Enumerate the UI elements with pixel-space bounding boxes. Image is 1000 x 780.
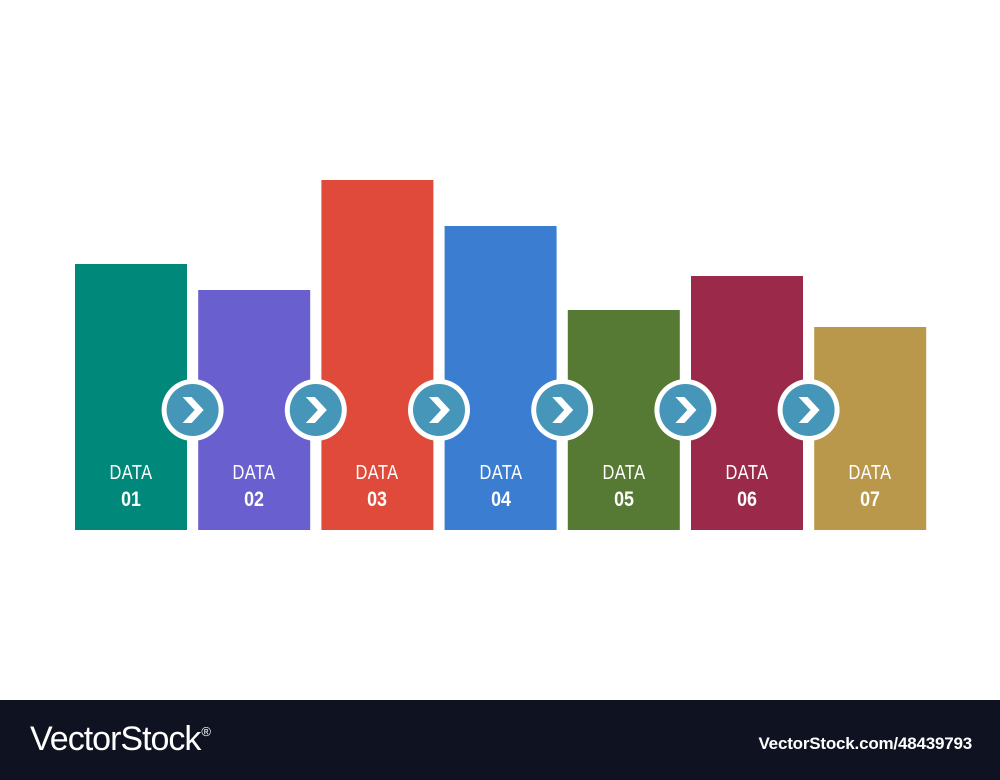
bar-label-01: DATA 01 [75, 463, 187, 510]
chevron-right-icon [161, 379, 224, 441]
bar-label-word: DATA [479, 462, 523, 484]
bar-label-number: 05 [613, 488, 634, 511]
bar-label-word: DATA [725, 462, 769, 484]
bar-label-number: 02 [244, 488, 265, 511]
bar-label-word: DATA [848, 462, 892, 484]
bar-label-07: DATA 07 [814, 463, 926, 510]
chevron-right-icon [531, 379, 594, 441]
bar-label-word: DATA [602, 462, 646, 484]
bar-label-number: 03 [367, 488, 388, 511]
chevron-right-icon [408, 379, 470, 441]
brand-name: VectorStock [30, 720, 201, 758]
footer-url[interactable]: VectorStock.com/48439793 [758, 734, 972, 753]
brand-logo[interactable]: VectorStock® [30, 720, 211, 759]
bar-label-word: DATA [355, 462, 399, 484]
chevron-right-icon [284, 379, 347, 441]
bar-label-04: DATA 04 [445, 463, 557, 510]
registered-mark: ® [201, 724, 211, 739]
bar-label-02: DATA 02 [198, 463, 310, 510]
bar-label-06: DATA 06 [691, 463, 803, 510]
bar-label-05: DATA 05 [568, 463, 680, 510]
bar-03 [321, 180, 434, 530]
bar-label-03: DATA 03 [321, 463, 433, 510]
bar-label-number: 01 [121, 488, 141, 511]
footer-bar: VectorStock® VectorStock.com/48439793 [0, 700, 1000, 780]
bar-chart [75, 180, 927, 530]
bar-label-number: 07 [860, 488, 881, 511]
chevron-right-icon [654, 379, 717, 441]
chart-area: DATA 01 DATA 02 DATA 03 DATA 04 DATA 05 DATA 06 DATA… [75, 180, 927, 530]
bar-label-number: 06 [737, 488, 757, 511]
bar-label-word: DATA [109, 462, 153, 484]
bar-label-word: DATA [232, 462, 276, 484]
chevron-right-icon [777, 379, 840, 441]
bar-04 [444, 226, 557, 530]
bar-label-number: 04 [490, 488, 511, 511]
